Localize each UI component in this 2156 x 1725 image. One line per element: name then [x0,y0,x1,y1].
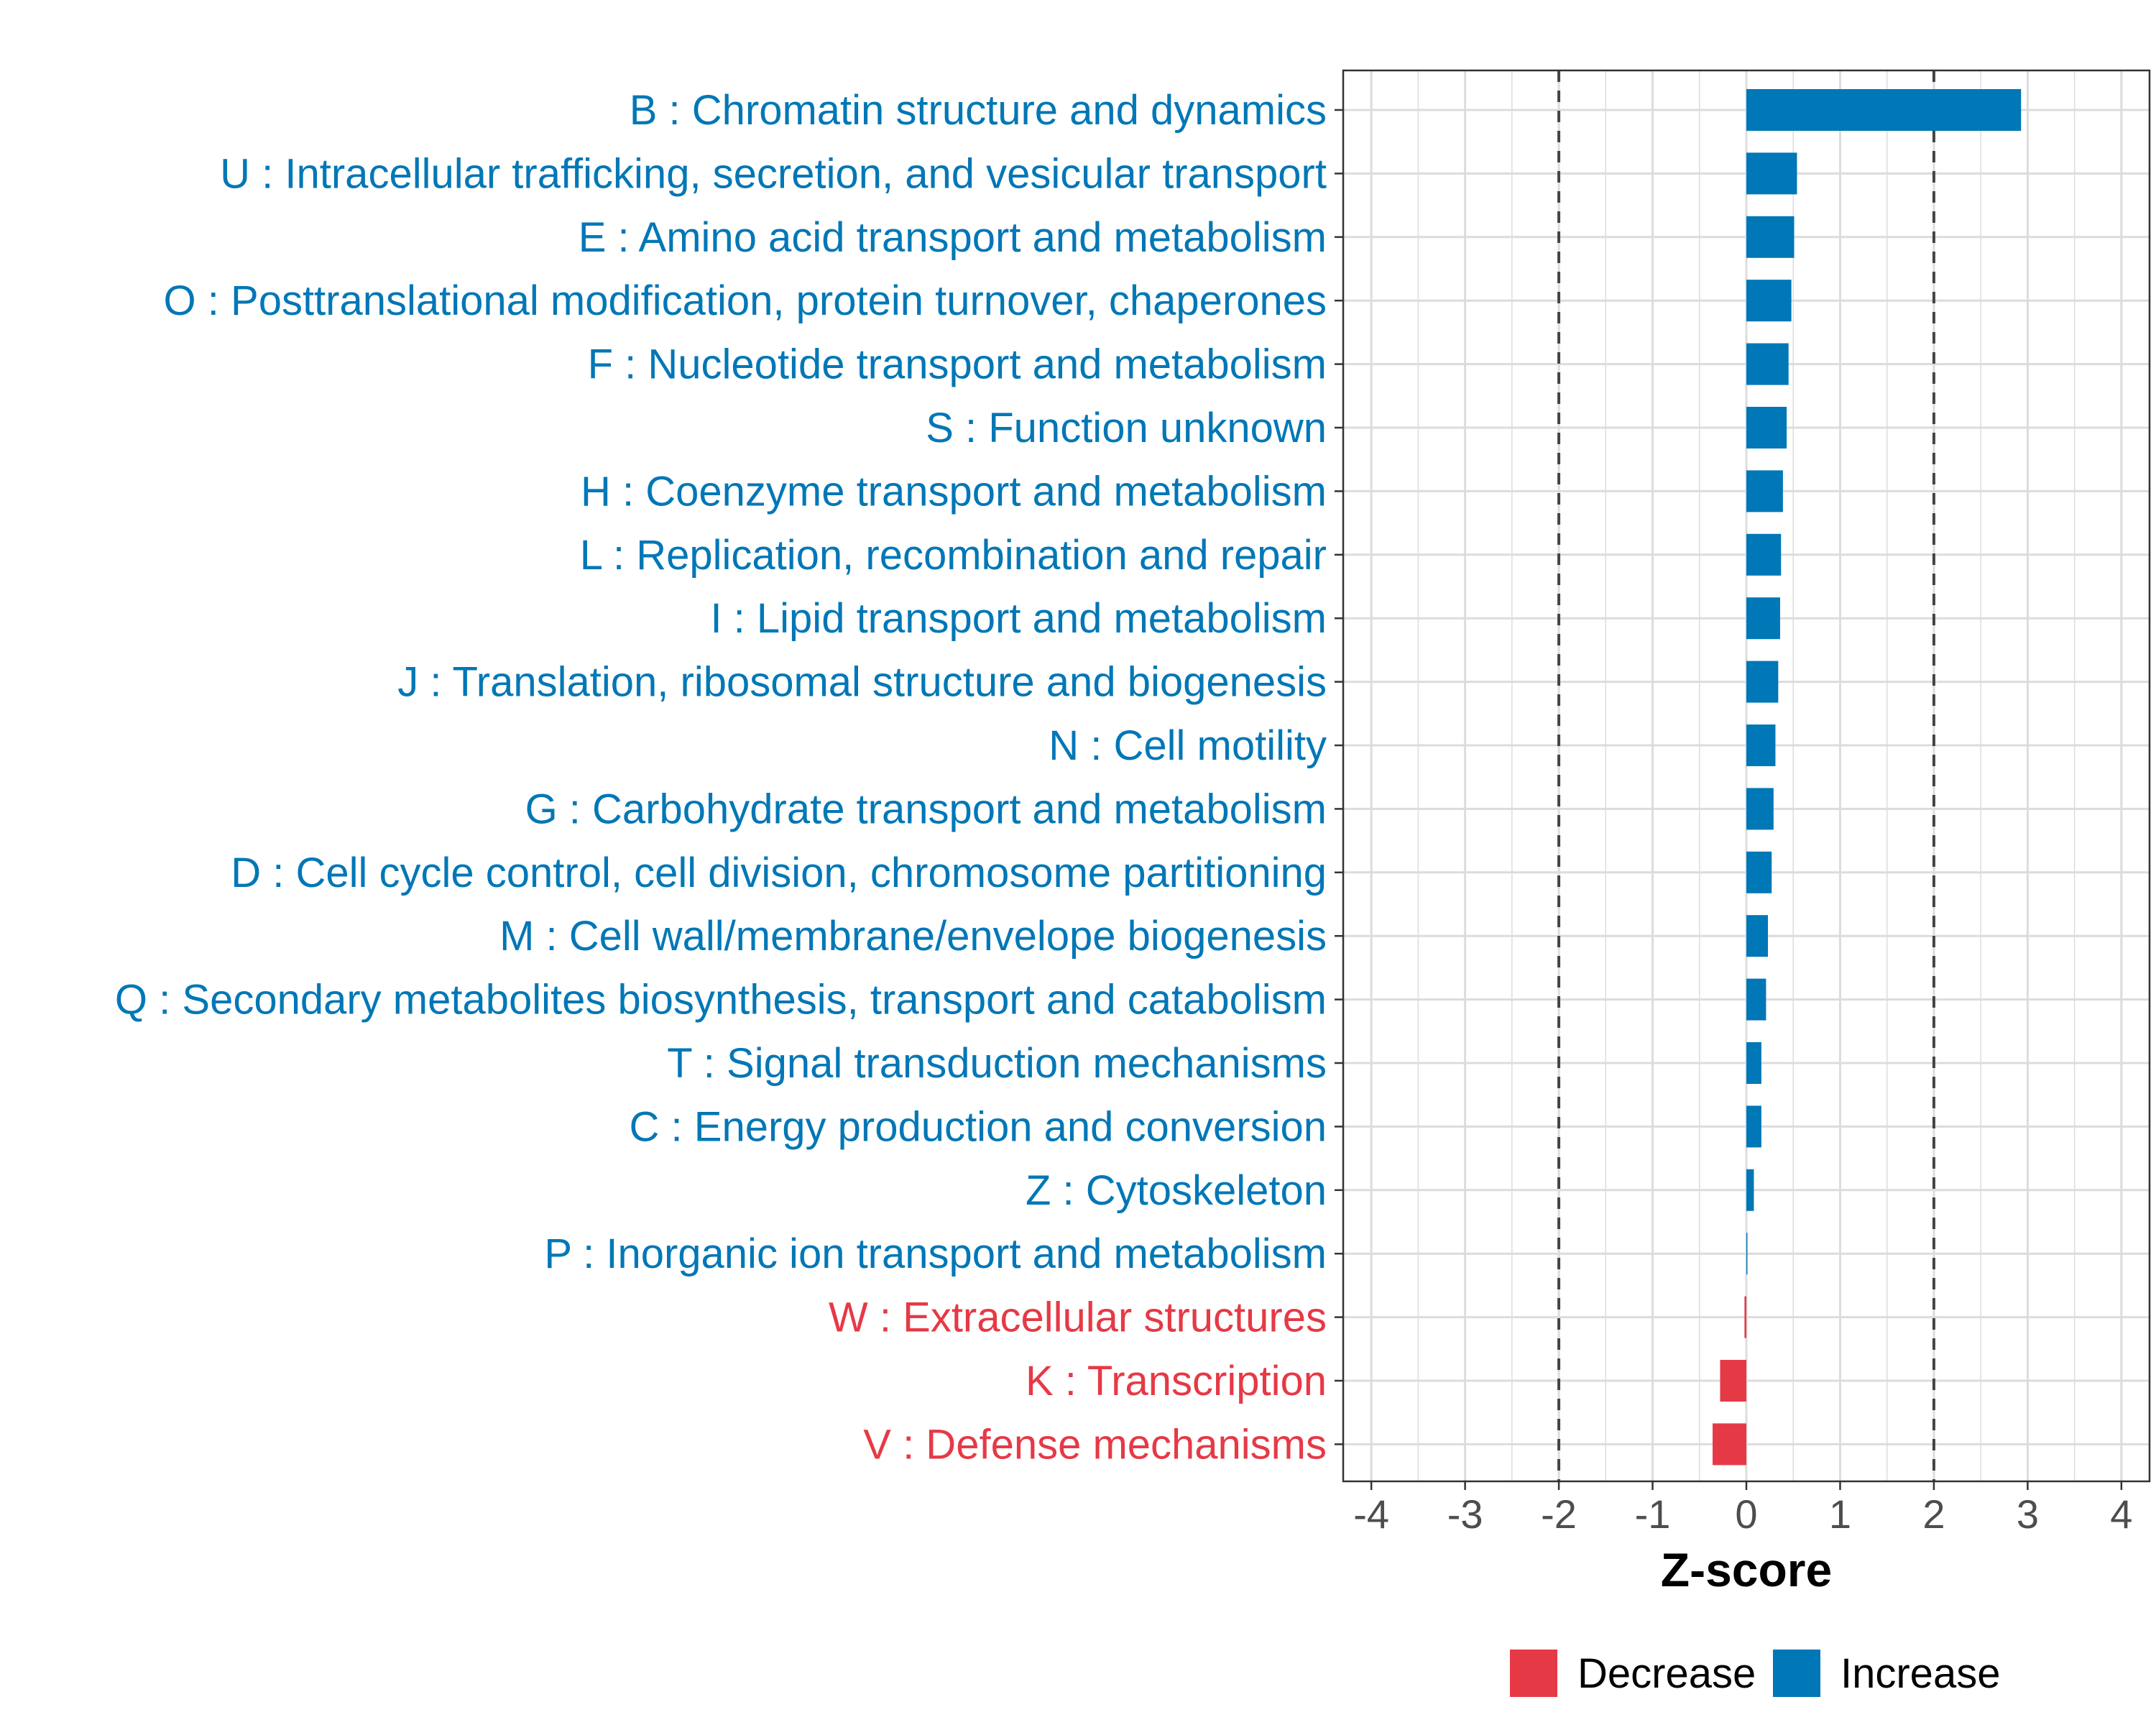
x-tick-label: 3 [2017,1491,2039,1537]
category-label: Z : Cytoskeleton [1026,1167,1327,1214]
y-axis-ticks [1335,109,1343,1445]
bar [1746,915,1769,957]
legend-label-increase: Increase [1841,1650,2000,1697]
bar [1746,1042,1761,1084]
bar [1746,978,1766,1021]
bar [1746,1233,1748,1275]
bar [1746,788,1774,830]
category-label: V : Defense mechanisms [863,1421,1327,1468]
category-label: B : Chromatin structure and dynamics [630,87,1327,134]
bar [1746,851,1772,893]
category-label: C : Energy production and conversion [630,1103,1327,1150]
category-label: I : Lipid transport and metabolism [710,595,1327,642]
bar [1746,724,1776,766]
bar [1746,407,1787,448]
bar [1746,89,2022,131]
x-tick-label: 2 [1922,1491,1945,1537]
category-label: T : Signal transduction mechanisms [667,1040,1327,1087]
category-label: J : Translation, ribosomal structure and… [397,659,1327,706]
x-tick-label: -1 [1635,1491,1671,1537]
category-label: F : Nucleotide transport and metabolism [588,341,1327,388]
x-tick-label: 4 [2110,1491,2132,1537]
bar [1720,1360,1746,1402]
legend-swatch-decrease [1510,1650,1557,1697]
bar [1713,1423,1746,1466]
category-label: G : Carbohydrate transport and metabolis… [525,786,1327,832]
legend: Decrease Increase [1510,1650,2000,1697]
bar [1746,343,1789,385]
x-axis-title: Z-score [1661,1543,1832,1596]
x-tick-label: -3 [1447,1491,1483,1537]
x-axis-ticks: -4 -3 -2 -1 0 1 2 3 4 [1353,1481,2132,1537]
bar [1746,1169,1754,1211]
category-label: K : Transcription [1026,1358,1327,1404]
category-label: Q : Secondary metabolites biosynthesis, … [115,977,1327,1024]
bar [1746,1105,1761,1148]
bar [1744,1296,1746,1338]
category-label: H : Coenzyme transport and metabolism [581,468,1327,515]
bar [1746,280,1792,322]
x-tick-label: -2 [1541,1491,1577,1537]
category-label: W : Extracellular structures [829,1294,1327,1341]
legend-swatch-increase [1773,1650,1820,1697]
category-label: U : Intracellular trafficking, secretion… [220,150,1327,197]
x-tick-label: 1 [1829,1491,1851,1537]
category-label: E : Amino acid transport and metabolism [579,214,1327,261]
bar [1746,533,1782,576]
x-tick-label: -4 [1353,1491,1389,1537]
bar [1746,152,1797,195]
bar [1746,470,1783,512]
category-label: M : Cell wall/membrane/envelope biogenes… [499,913,1327,960]
category-label: S : Function unknown [926,405,1327,451]
bars-layer [1713,89,2022,1466]
threshold-layer [1557,70,1935,1481]
category-label: D : Cell cycle control, cell division, c… [231,850,1327,896]
bar [1746,661,1779,703]
category-label: O : Posttranslational modification, prot… [164,277,1327,324]
legend-label-decrease: Decrease [1577,1650,1756,1697]
x-tick-label: 0 [1735,1491,1757,1537]
y-axis-labels: B : Chromatin structure and dynamics U : … [115,87,1327,1468]
category-label: P : Inorganic ion transport and metaboli… [544,1230,1327,1277]
category-label: N : Cell motility [1049,722,1327,769]
category-label: L : Replication, recombination and repai… [580,532,1327,579]
bar [1746,216,1795,258]
bar [1746,597,1780,640]
